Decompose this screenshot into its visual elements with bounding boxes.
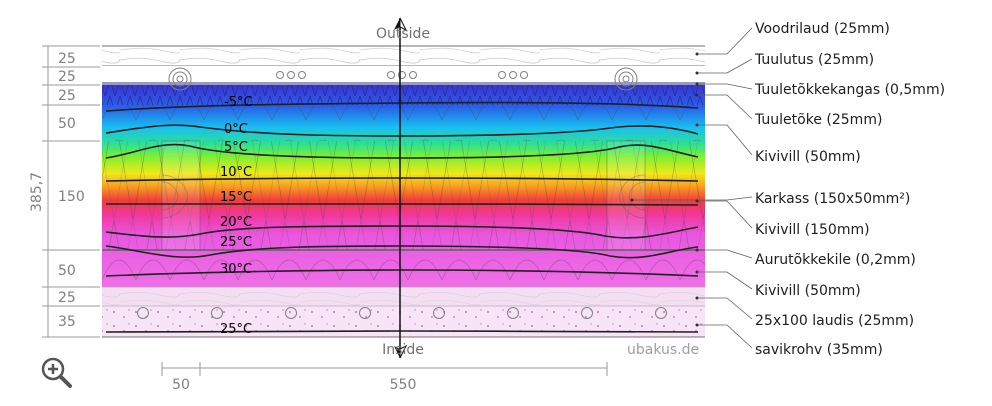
isotherm-labels: -5°C 0°C 5°C 10°C 15°C 20°C 25°C 30°C 25… bbox=[220, 95, 253, 337]
layer-labels: Voodrilaud (25mm) Tuulutus (25mm) Tuulet… bbox=[754, 21, 945, 358]
inside-label: Inside bbox=[382, 342, 424, 358]
dim-label: 25 bbox=[58, 69, 76, 85]
layer-label: savikrohv (35mm) bbox=[755, 342, 883, 358]
total-thickness-label: 385,7 bbox=[29, 172, 45, 212]
isotherm-label: 0°C bbox=[224, 122, 248, 137]
spacing-label: 550 bbox=[390, 377, 417, 393]
magnifier-plus-icon[interactable] bbox=[40, 356, 74, 390]
outside-label: Outside bbox=[376, 26, 430, 42]
dim-label: 35 bbox=[58, 314, 76, 330]
leader-dots bbox=[630, 52, 699, 327]
cladding-grain bbox=[102, 46, 705, 66]
layer-label: Kivivill (150mm) bbox=[755, 222, 870, 238]
layer-label: Tuulutus (25mm) bbox=[754, 52, 874, 68]
isotherm-label: 15°C bbox=[220, 190, 252, 205]
layer-label: Tuuletõke (25mm) bbox=[754, 112, 882, 128]
layer-wool-main bbox=[102, 141, 705, 250]
layer-wool-inner bbox=[102, 250, 705, 287]
layer-wind-board bbox=[102, 85, 705, 105]
isotherm-label: 25°C bbox=[220, 235, 252, 250]
layer-label: Kivivill (50mm) bbox=[755, 283, 861, 299]
isotherm-label: 20°C bbox=[220, 215, 252, 230]
layer-label: Voodrilaud (25mm) bbox=[755, 21, 890, 37]
layer-stack bbox=[102, 45, 705, 338]
dim-label: 25 bbox=[58, 51, 76, 67]
layer-air-gap bbox=[102, 66, 705, 84]
dim-label: 150 bbox=[58, 189, 85, 205]
layer-label: Kivivill (50mm) bbox=[755, 149, 861, 165]
fixings bbox=[137, 67, 667, 319]
stud-right bbox=[606, 140, 646, 251]
layer-label: 25x100 laudis (25mm) bbox=[755, 313, 914, 329]
section-line bbox=[394, 17, 408, 359]
isotherm-label: 10°C bbox=[220, 165, 252, 180]
layer-wool-outer bbox=[102, 105, 705, 141]
stud-width-label: 50 bbox=[172, 377, 190, 393]
width-scale bbox=[161, 362, 608, 376]
dim-label: 50 bbox=[58, 116, 76, 132]
isotherm-label: -5°C bbox=[224, 95, 253, 110]
thickness-labels: 25 25 25 50 150 50 25 35 385,7 bbox=[29, 51, 85, 330]
isotherm-label: 25°C bbox=[220, 322, 252, 337]
dim-label: 25 bbox=[58, 88, 76, 104]
dim-label: 25 bbox=[58, 290, 76, 306]
layer-label: Tuuletõkkekangas (0,5mm) bbox=[754, 82, 945, 98]
dim-label: 50 bbox=[58, 263, 76, 279]
watermark: ubakus.de bbox=[627, 342, 699, 358]
layer-membrane bbox=[102, 82, 705, 85]
stud-left bbox=[161, 140, 201, 251]
layer-label: Aurutõkkekile (0,2mm) bbox=[755, 252, 916, 268]
layer-label: Karkass (150x50mm²) bbox=[755, 191, 910, 207]
isotherm-label: 30°C bbox=[220, 262, 252, 277]
leader-lines bbox=[632, 27, 753, 349]
isotherm-label: 5°C bbox=[224, 140, 248, 155]
thickness-scale bbox=[42, 45, 100, 338]
